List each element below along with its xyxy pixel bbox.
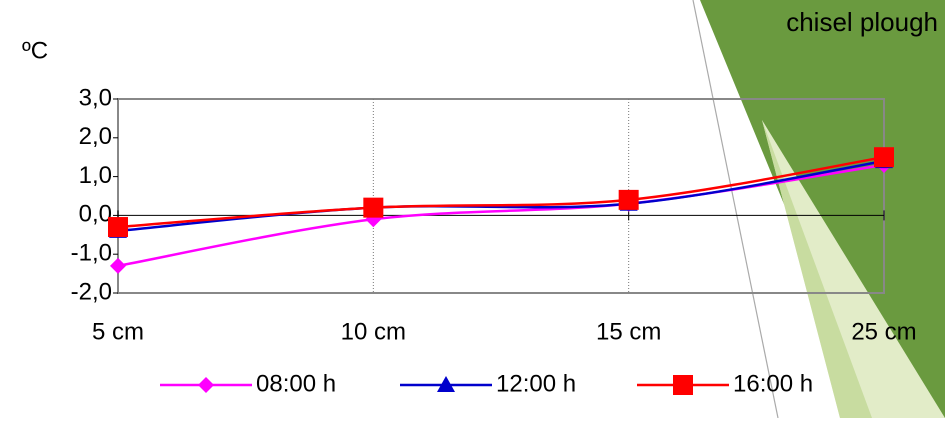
- legend-label: 12:00 h: [496, 370, 576, 397]
- marker: [619, 190, 639, 210]
- legend-label: 16:00 h: [733, 370, 813, 397]
- legend-marker: [673, 375, 693, 395]
- marker: [110, 258, 126, 274]
- legend-label: 08:00 h: [256, 370, 336, 397]
- y-tick-label: 3,0: [79, 84, 112, 111]
- y-tick-label: 1,0: [79, 162, 112, 189]
- y-tick-label: 2,0: [79, 123, 112, 150]
- marker: [874, 147, 894, 167]
- x-tick-label: 10 cm: [341, 318, 406, 345]
- y-tick-label: -2,0: [71, 278, 112, 305]
- y-axis-label: ºC: [22, 37, 48, 64]
- decoration: [700, 0, 945, 418]
- y-tick-label: -1,0: [71, 240, 112, 267]
- page: {"chart_data": {"type": "line", "title":…: [0, 0, 945, 418]
- x-tick-label: 15 cm: [596, 318, 661, 345]
- chart: chisel plough ºC 5 cm 10 cm 15 cm 25 cm -2,0…: [0, 0, 945, 418]
- x-tick-label: 25 cm: [851, 318, 916, 345]
- chart-title: chisel plough: [786, 7, 938, 37]
- legend-marker: [198, 377, 214, 393]
- y-tick-label: 0,0: [79, 201, 112, 228]
- marker: [108, 217, 128, 237]
- marker: [363, 198, 383, 218]
- series-line: [118, 161, 884, 231]
- x-tick-label: 5 cm: [92, 318, 144, 345]
